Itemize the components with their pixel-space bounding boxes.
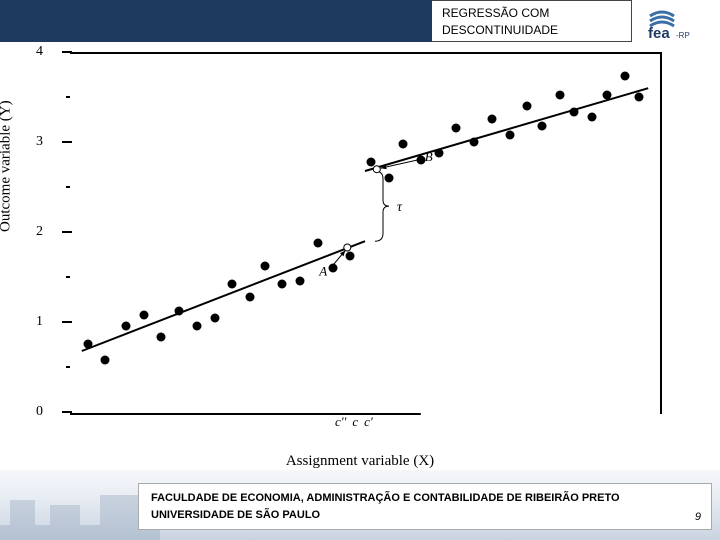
data-point	[260, 261, 269, 270]
data-point	[296, 276, 305, 285]
data-point	[602, 91, 611, 100]
y-tick-label: 2	[36, 224, 43, 240]
cutoff-left: c''	[335, 414, 346, 429]
rdd-chart: Outcome variable (Y) Assignment variable…	[0, 42, 720, 472]
data-point	[399, 140, 408, 149]
data-point	[313, 239, 322, 248]
data-point	[83, 339, 92, 348]
y-tick-label: 0	[36, 404, 43, 420]
data-point	[245, 293, 254, 302]
y-tick-label: 4	[36, 44, 43, 60]
data-point	[570, 107, 579, 116]
y-axis-label: Outcome variable (Y)	[0, 100, 15, 232]
page-number: 9	[695, 509, 701, 526]
fea-rp-logo: fea -RP	[646, 6, 706, 40]
data-point	[384, 174, 393, 183]
data-point	[434, 149, 443, 158]
data-point	[101, 356, 110, 365]
data-point	[328, 264, 337, 273]
data-point	[505, 131, 514, 140]
data-point	[635, 93, 644, 102]
data-point	[228, 279, 237, 288]
data-point	[588, 113, 597, 122]
slide-title-line1: REGRESSÃO COM	[442, 6, 549, 20]
data-point	[417, 156, 426, 165]
footer-line1: FACULDADE DE ECONOMIA, ADMINISTRAÇÃO E C…	[151, 492, 620, 504]
svg-text:B: B	[425, 149, 433, 164]
logo-stripes-icon	[650, 12, 674, 26]
y-tick-label: 1	[36, 314, 43, 330]
cutoff-mid: c	[352, 414, 358, 429]
data-point	[470, 138, 479, 147]
data-point	[538, 122, 547, 131]
svg-text:-RP: -RP	[676, 31, 690, 40]
plot-area: A Bτ	[70, 52, 662, 414]
data-point	[487, 114, 496, 123]
svg-text:τ: τ	[397, 200, 403, 215]
data-point	[555, 90, 564, 99]
svg-text:fea: fea	[648, 25, 670, 40]
slide-title-line2: DESCONTINUIDADE	[442, 23, 558, 37]
data-point	[175, 306, 184, 315]
svg-text:A: A	[318, 264, 327, 279]
data-point	[523, 102, 532, 111]
cutoff-right: c'	[364, 414, 373, 429]
data-point	[452, 123, 461, 132]
data-point	[122, 321, 131, 330]
data-point	[157, 332, 166, 341]
y-tick-label: 3	[36, 134, 43, 150]
cutoff-marks: c'' c c'	[335, 414, 373, 430]
data-point	[620, 71, 629, 80]
footer-line2: UNIVERSIDADE DE SÃO PAULO	[151, 509, 320, 521]
data-point	[278, 280, 287, 289]
data-point	[192, 321, 201, 330]
slide-title-box: REGRESSÃO COM DESCONTINUIDADE	[432, 0, 632, 42]
footer-box: FACULDADE DE ECONOMIA, ADMINISTRAÇÃO E C…	[138, 483, 712, 530]
data-point	[210, 313, 219, 322]
footer-building-icon	[0, 485, 160, 540]
x-axis-label: Assignment variable (X)	[286, 453, 434, 470]
data-point	[366, 158, 375, 167]
header-bar	[0, 0, 432, 42]
data-point	[346, 251, 355, 260]
data-point	[139, 311, 148, 320]
